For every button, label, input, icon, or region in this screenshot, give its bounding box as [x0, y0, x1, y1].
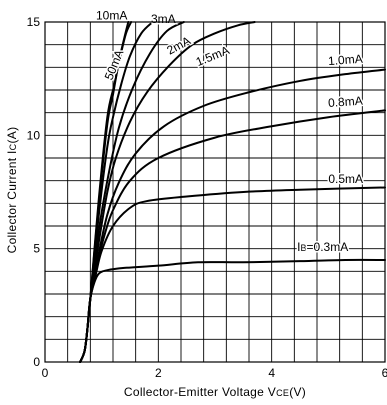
- curve-label-2ma: 2mA: [165, 34, 193, 58]
- curve-label-0-8ma: 0.8mA: [328, 94, 364, 110]
- x-tick-label: 0: [42, 366, 49, 380]
- curve-label-10ma: 10mA: [96, 8, 127, 22]
- y-tick-label: 5: [33, 242, 40, 256]
- x-tick-label: 6: [382, 366, 387, 380]
- x-axis-label: Collector-Emitter Voltage VCE(V): [124, 385, 306, 399]
- y-tick-label: 0: [33, 355, 40, 369]
- curve-label-3ma: 3mA: [151, 12, 176, 26]
- curve-label-ib-0-3ma: IB=0.3mA: [297, 240, 348, 254]
- x-tick-label: 4: [268, 366, 275, 380]
- y-tick-label: 15: [27, 15, 41, 29]
- curve-label-0-5ma: 0.5mA: [328, 172, 363, 186]
- x-tick-label: 2: [155, 366, 162, 380]
- y-axis-label: Collector Current IC(A): [5, 127, 19, 254]
- plot-frame: [44, 21, 386, 363]
- curve-2ma: [79, 21, 185, 363]
- curves: [79, 21, 386, 363]
- tick-labels: 0 2 4 6 0 5 10 15: [27, 15, 387, 380]
- curve-10ma: [79, 21, 133, 363]
- y-tick-label: 10: [27, 128, 41, 142]
- curve-label-1-5ma: 1.5mA: [194, 43, 231, 69]
- curve-label-1-0ma: 1.0mA: [328, 52, 364, 68]
- grid: [45, 22, 385, 362]
